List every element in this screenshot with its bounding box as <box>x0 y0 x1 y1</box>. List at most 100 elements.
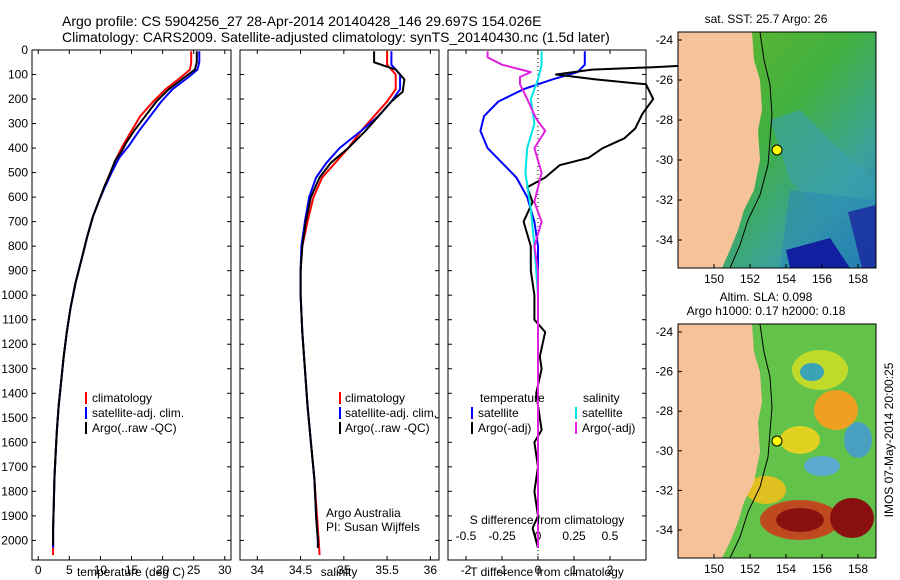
y-tick-label: 1600 <box>1 435 28 449</box>
difference-axes <box>447 49 647 561</box>
sla-map-title-1: Altim. SLA: 0.098 <box>720 290 813 304</box>
map-x-tick-label: 154 <box>776 272 796 286</box>
s-tick-label: 0.5 <box>602 529 619 543</box>
map-x-tick-label: 158 <box>848 562 868 576</box>
sla-low-1 <box>800 363 824 381</box>
map-y-tick-label: -24 <box>656 33 674 47</box>
map-y-tick-label: -32 <box>656 483 674 497</box>
salinity-legend: climatology satellite-adj. clim. Argo(..… <box>339 391 437 435</box>
x-tick-label: 25 <box>187 563 201 577</box>
x-tick-label: 30 <box>218 563 232 577</box>
y-tick-label: 300 <box>8 117 28 131</box>
timestamp: IMOS 07-May-2014 20:00:25 <box>882 362 896 517</box>
map-x-tick-label: 158 <box>848 272 868 286</box>
annotation-pi: PI: Susan Wijffels <box>326 520 420 534</box>
salinity-xlabel: salinity <box>321 565 358 579</box>
series-argo-raw-qc--line <box>52 51 198 546</box>
sla-map-ticks: -24 -26 -28 -30 -32 -34 150 152 154 156 158 <box>656 325 869 576</box>
legend-temperature-title: temperature <box>480 391 545 405</box>
series-satellite-adj-clim--line <box>299 51 402 548</box>
sla-map-title-2: Argo h1000: 0.17 h2000: 0.18 <box>687 304 846 318</box>
x-tick-label: 2 <box>607 563 614 577</box>
series-satellite-line <box>524 51 543 548</box>
y-tick-label: 0 <box>21 43 28 57</box>
x-tick-label: 5 <box>66 563 73 577</box>
legend-s-satellite: satellite <box>582 406 623 420</box>
sla-map <box>677 323 877 559</box>
sla-map-frame <box>677 323 877 559</box>
x-tick-label: 10 <box>94 563 108 577</box>
sla-high-5 <box>776 508 824 532</box>
legend-climatology: climatology <box>92 391 152 405</box>
salinity-axes <box>239 49 440 561</box>
map-y-tick-label: -34 <box>656 523 674 537</box>
x-tick-label: 15 <box>125 563 139 577</box>
y-tick-label: 700 <box>8 215 28 229</box>
sst-map-frame <box>677 31 877 269</box>
map-x-tick-label: 156 <box>812 272 832 286</box>
y-tick-label: 1000 <box>1 288 28 302</box>
x-tick-label: -2 <box>461 563 472 577</box>
y-tick-label: 1800 <box>1 484 28 498</box>
legend-s-argo: Argo(-adj) <box>582 421 635 435</box>
x-tick-label: 1 <box>571 563 578 577</box>
sla-land <box>678 324 762 558</box>
x-tick-label: 34.5 <box>289 563 313 577</box>
legend-climatology: climatology <box>345 391 405 405</box>
legend-satellite: satellite-adj. clim. <box>345 406 437 420</box>
y-tick-label: 400 <box>8 141 28 155</box>
map-y-tick-label: -26 <box>656 73 674 87</box>
map-x-tick-label: 150 <box>704 272 724 286</box>
difference-s-label: S difference from climatology <box>470 513 625 527</box>
series-argo-raw-qc--line <box>299 51 406 548</box>
map-y-tick-label: -30 <box>656 444 674 458</box>
y-tick-label: 800 <box>8 239 28 253</box>
y-tick-label: 1300 <box>1 362 28 376</box>
legend-satellite: satellite-adj. clim. <box>92 406 184 420</box>
sla-high-3 <box>780 426 820 454</box>
legend-argo: Argo(..raw -QC) <box>92 421 177 435</box>
s-tick-label: -0.5 <box>456 529 477 543</box>
x-tick-label: 20 <box>156 563 170 577</box>
temperature-panel: 0 5 10 15 20 25 300100200300400500600700800900… <box>1 43 231 577</box>
salinity-panel: 34 34.5 35 35.5 36 <box>240 49 439 577</box>
s-tick-label: -0.25 <box>488 529 516 543</box>
y-tick-label: 900 <box>8 264 28 278</box>
figure-title-line1: Argo profile: CS 5904256_27 28-Apr-2014 … <box>62 13 542 29</box>
difference-xlabel: T difference from climatology <box>470 565 624 579</box>
sla-contour <box>729 323 773 559</box>
x-tick-label: 0 <box>35 563 42 577</box>
map-y-tick-label: -26 <box>656 365 674 379</box>
map-x-tick-label: 152 <box>740 272 760 286</box>
s-tick-label: 0.25 <box>562 529 586 543</box>
sst-cold-patch <box>848 205 876 268</box>
sla-low-3 <box>804 456 840 476</box>
temperature-xlabel: temperature (deg C) <box>77 565 185 579</box>
sst-cold-eddy <box>786 238 850 268</box>
x-tick-label: 36 <box>424 563 438 577</box>
sla-high-6 <box>830 498 874 538</box>
sst-map <box>677 31 877 269</box>
map-y-tick-label: -30 <box>656 153 674 167</box>
x-tick-label: 35 <box>337 563 351 577</box>
temperature-axes <box>31 49 232 561</box>
series-satellite-adj-clim--line <box>52 51 201 548</box>
y-tick-label: 1700 <box>1 460 28 474</box>
y-tick-label: 2000 <box>1 533 28 547</box>
series-argo-adj--line <box>486 51 547 548</box>
figure-title-line2: Climatology: CARS2009. Satellite-adjuste… <box>62 29 610 45</box>
y-tick-label: 500 <box>8 166 28 180</box>
sst-map-title: sat. SST: 25.7 Argo: 26 <box>705 12 828 26</box>
map-x-tick-label: 152 <box>740 562 760 576</box>
map-y-tick-label: -32 <box>656 193 674 207</box>
map-y-tick-label: -24 <box>656 325 674 339</box>
legend-t-argo: Argo(-adj) <box>478 421 531 435</box>
sst-map-ticks: -24 -26 -28 -30 -32 -34 150 152 154 156 158 <box>656 33 869 286</box>
map-x-tick-label: 154 <box>776 562 796 576</box>
sst-argo-position-marker <box>771 144 783 156</box>
map-y-tick-label: -28 <box>656 113 674 127</box>
sst-contour <box>729 31 773 269</box>
temperature-legend: climatology satellite-adj. clim. Argo(..… <box>85 391 184 435</box>
annotation-argo-australia: Argo Australia <box>326 506 401 520</box>
